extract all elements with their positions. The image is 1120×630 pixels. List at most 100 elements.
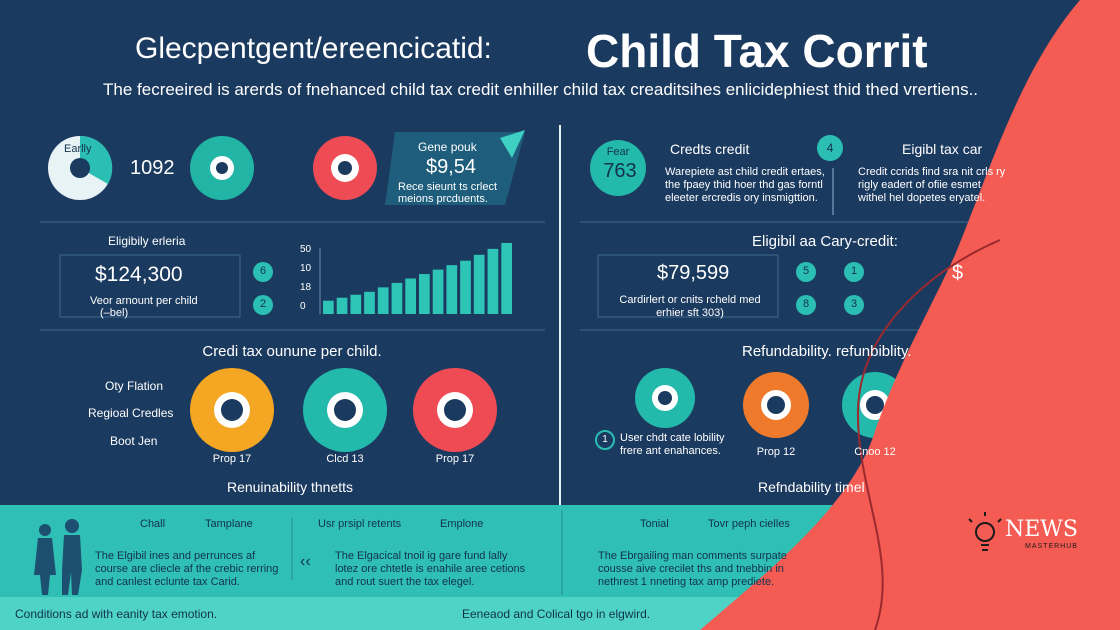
section-title: Credi tax ounune per child. [202,343,382,360]
bar [419,274,430,314]
paragraph: Warepiete ast child credit ertaes, the f… [665,166,825,204]
note: User chdt cate lobility frere ant enahan… [620,432,725,457]
logo-icon [968,512,1002,551]
band-header: Tovr peph cielles [708,518,790,530]
stat: 1092 [130,157,175,179]
bar [364,291,375,314]
amount: $124,300 [95,263,183,286]
donut-label: Earlly [64,143,92,155]
circle-value: 763 [603,160,637,182]
band-header: Tonial [640,518,669,530]
donut-hole [70,158,90,178]
donut-hole [216,162,228,174]
bar [377,287,389,314]
box [59,254,241,318]
mini-chart [319,242,512,314]
caption: (–bel) [100,307,129,319]
donut-caption: Prop 12 [756,446,796,458]
donut-hole [866,396,884,414]
caption: Veor arnount per child [90,295,198,307]
tick-label: 10 [300,263,312,274]
donut-hole [221,399,243,421]
footer-title: Refndability timel [758,479,865,495]
row-label: Boot Jen [110,434,158,448]
card-line: meions prcduents. [398,193,488,205]
band-header: Usr prsipl retents [318,518,402,530]
bar [391,282,403,314]
donut-caption: Clcd 13 [326,453,364,465]
badge-label: 5 [802,265,810,277]
curve [856,239,1001,630]
paragraph: Credit ccrids find sra nit crls ry rigly… [858,166,1006,204]
badge [796,262,816,282]
badge [253,262,273,282]
section-title: Refundability. refunbiblity. [742,343,912,360]
eligibility-title: Eligibil aa Cary-credit: [752,233,898,250]
badge [253,295,273,315]
title: Child Tax Corrit [586,25,928,77]
heading: Eigibl tax car [902,141,983,157]
card [385,132,525,205]
tick-label: 0 [300,301,306,312]
arrow-icon [500,130,525,158]
logo-tagline: MASTERHUB [1025,543,1078,550]
bar [405,278,416,314]
badge [796,295,816,315]
band-text: The Ebrgailing man comments surpate cous… [598,550,787,588]
eligibility-label: Eligibily erleria [108,234,186,248]
card-title: Gene pouk [418,140,477,154]
tick-label: 18 [300,282,312,293]
badge [844,262,864,282]
badge [844,295,864,315]
donut-hole [334,399,356,421]
badge [595,430,615,450]
title-prefix: Glecpentgent/ereencicatid: [135,32,492,65]
card-line: Rece sieunt ts crlect [398,181,498,193]
bar [460,260,471,314]
donut-hole [767,396,785,414]
bar [501,242,512,314]
donut-caption: Prop 17 [435,453,475,465]
badge-label: 4 [826,141,834,155]
bar [432,269,444,314]
donut-hole [338,161,352,175]
badge-label: 2 [259,298,267,310]
band-header: Tamplane [205,518,253,530]
heading: Credts credit [670,141,750,157]
donut-hole [658,391,672,405]
red-shape [700,0,1120,630]
band-header: Chall [140,518,166,530]
donut-hole [444,399,466,421]
band-text: The Elgibil ines and perrunces af course… [95,550,279,588]
bar [323,300,334,314]
footer-left: Conditions ad with eanity tax emotion. [15,607,218,621]
donut-caption: Cnoo 12 [854,446,896,458]
box [597,254,779,318]
people-silhouette [34,519,82,595]
badge-label: 1 [850,265,858,277]
tick-label: 50 [300,244,312,255]
badge-label: 1 [602,434,608,445]
footer-title: Renuinability thnetts [226,479,354,495]
bar [350,294,362,314]
bar [336,297,348,314]
card-amount: $9,54 [426,156,477,178]
amount: $ [952,262,964,284]
badge-label: 6 [259,265,267,277]
badge [817,135,843,161]
caption: Cardirlert or cnits rcheld med erhier sf… [619,294,761,319]
circle [590,140,646,196]
band-header: Emplone [440,518,484,530]
bar [487,248,499,314]
subtitle: The fecreeired is arerds of fnehanced ch… [103,80,979,99]
arrows: ‹‹ [300,553,311,570]
footer-center: Eeneaod and Colical tgo in elgwird. [462,607,651,621]
row-label: Regioal Credles [88,406,174,420]
row-label: Oty Flation [105,379,164,393]
badge-label: 8 [802,298,810,310]
bar [473,254,485,314]
logo-name: NEWS [1005,517,1078,542]
amount: $79,599 [657,262,730,284]
